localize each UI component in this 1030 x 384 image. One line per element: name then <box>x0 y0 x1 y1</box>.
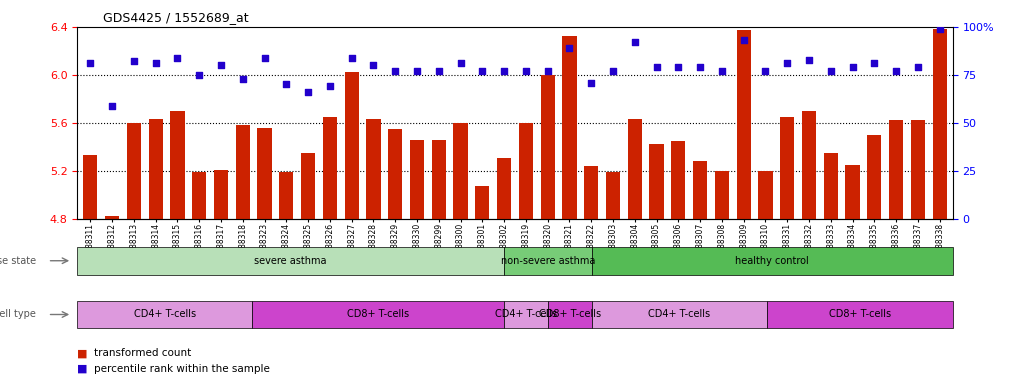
Point <box>888 68 904 74</box>
Point <box>692 64 709 70</box>
Point <box>191 72 207 78</box>
Point <box>82 60 99 66</box>
Point <box>823 68 839 74</box>
Point <box>126 58 142 65</box>
Text: CD8+ T-cells: CD8+ T-cells <box>347 310 409 319</box>
Bar <box>715 171 729 219</box>
Point <box>605 68 621 74</box>
Bar <box>562 36 577 219</box>
Bar <box>345 73 358 219</box>
Point <box>147 60 164 66</box>
Point <box>256 55 273 61</box>
Point <box>366 62 382 68</box>
Point <box>300 89 316 95</box>
Point <box>540 68 556 74</box>
Bar <box>301 153 315 219</box>
Point <box>800 56 817 63</box>
Point <box>583 79 599 86</box>
Bar <box>83 155 98 219</box>
Bar <box>672 141 685 219</box>
Bar <box>650 144 663 219</box>
Text: transformed count: transformed count <box>94 348 191 358</box>
Bar <box>911 121 925 219</box>
Bar <box>541 75 555 219</box>
Text: disease state: disease state <box>0 256 36 266</box>
Bar <box>932 29 947 219</box>
Text: ■: ■ <box>77 364 88 374</box>
Bar <box>170 111 184 219</box>
Point <box>931 26 948 32</box>
Bar <box>802 111 816 219</box>
Bar <box>367 119 380 219</box>
Point <box>452 60 469 66</box>
Bar <box>279 172 294 219</box>
Point <box>757 68 774 74</box>
Point <box>213 62 230 68</box>
Point <box>278 81 295 88</box>
Point <box>671 64 687 70</box>
Bar <box>432 140 446 219</box>
Bar <box>388 129 403 219</box>
Text: non-severe asthma: non-severe asthma <box>501 256 595 266</box>
Bar <box>758 171 772 219</box>
Bar <box>846 165 860 219</box>
Bar <box>889 121 903 219</box>
Bar <box>606 172 620 219</box>
Point <box>518 68 535 74</box>
Point <box>409 68 425 74</box>
Bar <box>193 172 206 219</box>
Text: ■: ■ <box>77 348 88 358</box>
Text: severe asthma: severe asthma <box>254 256 327 266</box>
Bar <box>736 30 751 219</box>
Point <box>735 37 752 43</box>
Point <box>431 68 447 74</box>
Point <box>648 64 664 70</box>
Point <box>866 60 883 66</box>
Text: percentile rank within the sample: percentile rank within the sample <box>94 364 270 374</box>
Point <box>714 68 730 74</box>
Text: healthy control: healthy control <box>735 256 809 266</box>
Text: CD8+ T-cells: CD8+ T-cells <box>539 310 600 319</box>
Text: cell type: cell type <box>0 310 36 319</box>
Bar <box>693 161 708 219</box>
Point <box>561 45 578 51</box>
Bar <box>105 217 119 219</box>
Point <box>779 60 795 66</box>
Bar <box>780 117 794 219</box>
Point <box>321 83 338 89</box>
Bar <box>584 166 598 219</box>
Point <box>343 55 359 61</box>
Point <box>104 103 121 109</box>
Bar <box>322 117 337 219</box>
Point <box>845 64 861 70</box>
Text: CD4+ T-cells: CD4+ T-cells <box>494 310 557 319</box>
Bar <box>236 125 250 219</box>
Point <box>169 55 185 61</box>
Point <box>626 39 643 45</box>
Point <box>387 68 404 74</box>
Point <box>474 68 490 74</box>
Bar <box>214 170 228 219</box>
Text: CD4+ T-cells: CD4+ T-cells <box>648 310 711 319</box>
Text: GDS4425 / 1552689_at: GDS4425 / 1552689_at <box>103 12 248 25</box>
Bar <box>497 158 511 219</box>
Bar <box>410 140 424 219</box>
Bar <box>453 123 468 219</box>
Bar <box>258 128 272 219</box>
Point <box>909 64 926 70</box>
Point <box>495 68 512 74</box>
Bar <box>519 123 533 219</box>
Bar <box>127 123 141 219</box>
Bar <box>475 187 489 219</box>
Text: CD8+ T-cells: CD8+ T-cells <box>829 310 891 319</box>
Point <box>235 76 251 82</box>
Bar <box>867 135 882 219</box>
Bar <box>627 119 642 219</box>
Text: CD4+ T-cells: CD4+ T-cells <box>134 310 196 319</box>
Bar <box>148 119 163 219</box>
Bar <box>824 153 837 219</box>
